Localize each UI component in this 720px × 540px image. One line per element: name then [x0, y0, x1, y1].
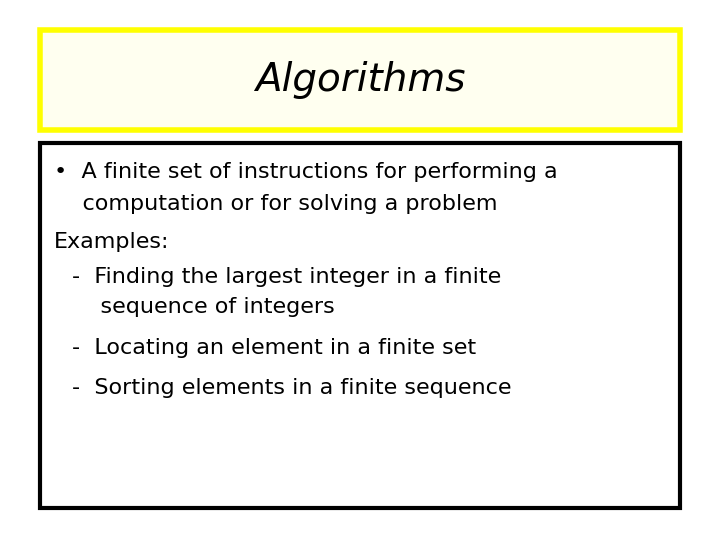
Text: -  Locating an element in a finite set: - Locating an element in a finite set [72, 338, 476, 357]
Text: sequence of integers: sequence of integers [72, 297, 335, 317]
Text: computation or for solving a problem: computation or for solving a problem [54, 194, 498, 214]
FancyBboxPatch shape [40, 143, 680, 508]
Text: -  Finding the largest integer in a finite: - Finding the largest integer in a finit… [72, 267, 501, 287]
Text: Examples:: Examples: [54, 232, 169, 252]
Text: •  A finite set of instructions for performing a: • A finite set of instructions for perfo… [54, 162, 557, 182]
Text: Algorithms: Algorithms [255, 60, 465, 99]
FancyBboxPatch shape [40, 30, 680, 130]
Text: -  Sorting elements in a finite sequence: - Sorting elements in a finite sequence [72, 378, 511, 398]
